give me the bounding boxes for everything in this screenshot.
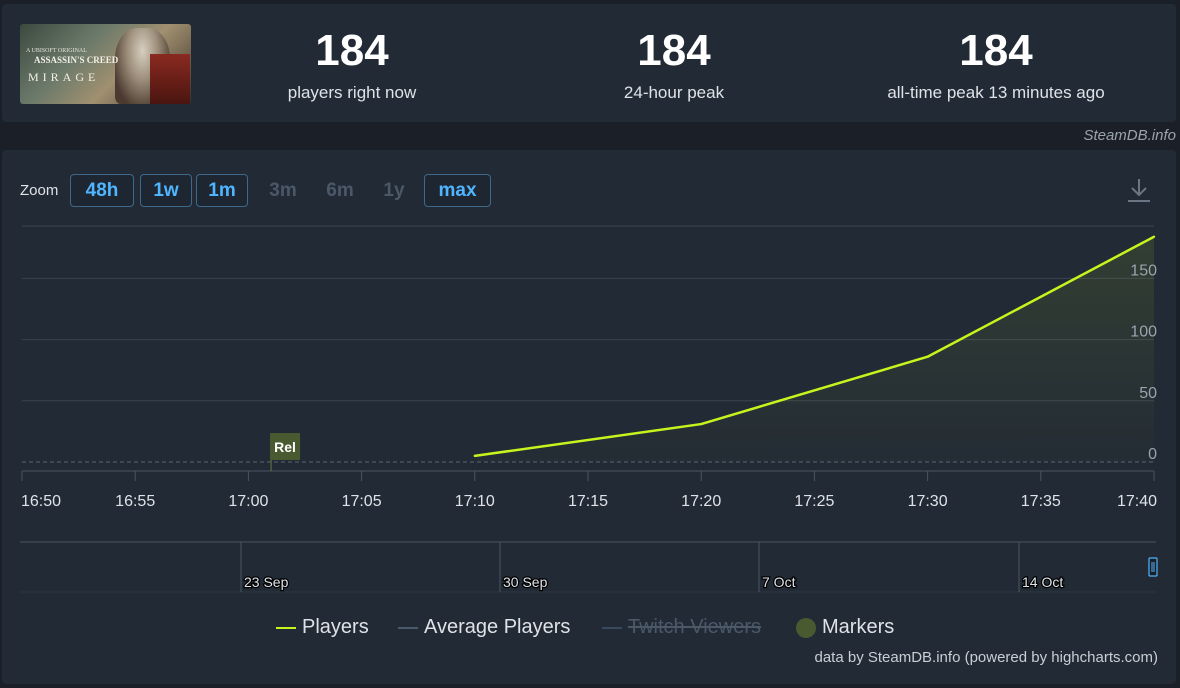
zoom-3m-button: 3m <box>269 179 297 201</box>
x-tick-label: 16:50 <box>21 493 61 510</box>
cover-subtitle-text: MIRAGE <box>28 70 100 84</box>
chart-credit[interactable]: data by SteamDB.info (powered by highcha… <box>814 649 1159 666</box>
zoom-label: Zoom <box>20 182 59 199</box>
marker-label: Rel <box>274 439 296 455</box>
chart-panel: Zoom 48h 1w 1m 3m 6m 1y max Rel 16:50 16:… <box>2 150 1176 684</box>
x-tick-label: 17:15 <box>568 493 608 510</box>
players-area <box>474 236 1154 462</box>
x-tick-label: 16:55 <box>115 493 155 510</box>
legend-item-players[interactable]: Players <box>276 616 369 639</box>
zoom-1y-button: 1y <box>383 179 405 201</box>
stat-value: 184 <box>637 26 711 75</box>
navigator-label: 23 Sep <box>244 574 289 590</box>
stat-label: players right now <box>287 83 417 102</box>
zoom-max-button[interactable]: max <box>424 174 491 207</box>
stat-current-players: 184 players right now <box>252 26 452 105</box>
game-cover-image[interactable]: A UBISOFT ORIGINAL ASSASSIN'S CREED MIRA… <box>20 24 191 104</box>
zoom-6m-button: 6m <box>326 179 354 201</box>
navigator-label: 30 Sep <box>503 574 548 590</box>
stat-24h-peak: 184 24-hour peak <box>574 26 774 105</box>
player-count-chart[interactable]: Rel 16:50 16:55 17:00 17:05 17:10 17:15 17:20 1… <box>2 150 1176 610</box>
players-data-point <box>926 355 929 358</box>
navigator-label: 7 Oct <box>762 574 796 590</box>
y-tick-label: 150 <box>1130 262 1157 279</box>
legend-label: Markers <box>822 616 895 638</box>
navigator-handle[interactable] <box>1148 557 1158 577</box>
x-tick-label: 17:25 <box>794 493 834 510</box>
download-icon[interactable] <box>1126 176 1152 204</box>
x-tick-label: 17:20 <box>681 493 721 510</box>
average-line-swatch <box>398 626 418 629</box>
y-tick-label: 0 <box>1148 446 1157 463</box>
x-tick-label: 17:40 <box>1117 493 1157 510</box>
cover-cape-art <box>150 54 190 104</box>
y-tick-label: 50 <box>1139 385 1157 402</box>
stat-label[interactable]: all-time peak 13 minutes ago <box>887 83 1105 102</box>
players-series-line <box>474 235 1155 458</box>
x-tick-label: 17:10 <box>455 493 495 510</box>
zoom-1w-button[interactable]: 1w <box>140 174 192 207</box>
legend-item-markers[interactable]: Markers <box>796 616 894 639</box>
players-data-point <box>700 422 703 426</box>
stat-all-time-peak: 184 all-time peak 13 minutes ago <box>846 26 1146 105</box>
stats-panel: A UBISOFT ORIGINAL ASSASSIN'S CREED MIRA… <box>2 4 1176 122</box>
twitch-line-swatch <box>602 626 622 629</box>
marker-flag <box>270 433 301 460</box>
legend-label: Average Players <box>424 616 571 638</box>
x-tick-label: 17:30 <box>908 493 948 510</box>
players-data-point <box>1152 235 1156 238</box>
legend-item-twitch-viewers[interactable]: Twitch Viewers <box>602 616 761 639</box>
players-line-swatch <box>276 626 296 629</box>
zoom-1m-button[interactable]: 1m <box>196 174 248 207</box>
x-tick-label: 17:05 <box>342 493 382 510</box>
steamdb-attribution[interactable]: SteamDB.info <box>1083 127 1176 144</box>
legend-label: Twitch Viewers <box>628 616 762 638</box>
markers-dot-swatch <box>796 617 816 638</box>
cover-publisher-text: A UBISOFT ORIGINAL <box>26 48 87 54</box>
stat-label: 24-hour peak <box>623 83 725 102</box>
stat-value: 184 <box>315 26 389 75</box>
cover-title-text: ASSASSIN'S CREED <box>34 55 119 65</box>
zoom-48h-button[interactable]: 48h <box>70 174 134 207</box>
chart-legend: Players Average Players Twitch Viewers M… <box>2 616 1176 642</box>
navigator-label: 14 Oct <box>1022 574 1063 590</box>
legend-item-average-players[interactable]: Average Players <box>398 616 570 639</box>
x-tick-label: 17:00 <box>228 493 268 510</box>
x-tick-label: 17:35 <box>1021 493 1061 510</box>
stat-value: 184 <box>959 26 1033 75</box>
legend-label: Players <box>302 616 369 638</box>
y-tick-label: 100 <box>1130 324 1157 341</box>
players-data-point <box>473 454 476 458</box>
